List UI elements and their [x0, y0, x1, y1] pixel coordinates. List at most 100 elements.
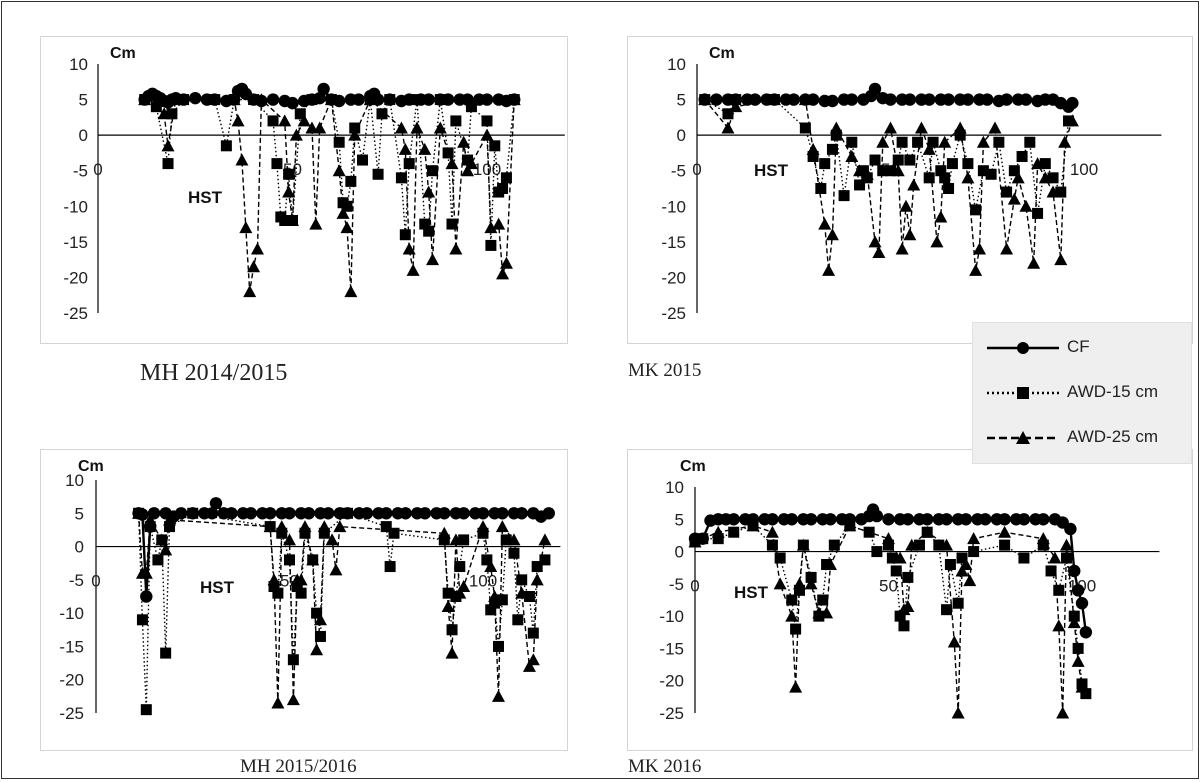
- data-point-awd25: [729, 100, 743, 113]
- data-point-awd25: [895, 242, 909, 255]
- data-point-awd15: [999, 539, 1011, 551]
- y-axis-label: Cm: [680, 458, 706, 475]
- legend-awd15-line-icon: [987, 387, 1059, 399]
- data-point-awd25: [967, 532, 981, 545]
- data-point-awd15: [485, 239, 497, 251]
- data-point-awd25: [922, 142, 936, 155]
- data-point-awd15: [954, 129, 966, 141]
- data-point-awd25: [476, 520, 490, 533]
- data-point-cf: [1071, 584, 1085, 597]
- data-point-awd25: [1031, 157, 1045, 170]
- data-point-awd15: [968, 546, 980, 558]
- chart-caption-3: MH 2015/2016: [240, 756, 357, 777]
- data-point-awd25: [882, 532, 895, 545]
- data-point-awd15: [941, 604, 953, 616]
- data-point-awd25: [969, 263, 983, 276]
- data-point-awd15: [349, 122, 361, 134]
- data-point-awd25: [538, 533, 552, 546]
- data-point-awd25: [491, 689, 505, 702]
- data-point-cf: [1075, 597, 1089, 610]
- data-point-awd15: [1055, 186, 1067, 198]
- data-point-awd15: [952, 597, 964, 609]
- data-point-awd15: [136, 614, 148, 626]
- data-point-awd25: [306, 553, 320, 566]
- data-point-awd25: [901, 599, 915, 612]
- x-tick-label: 0: [91, 572, 100, 591]
- data-point-awd25: [247, 260, 261, 273]
- data-point-awd25: [294, 573, 308, 586]
- y-tick-label: -15: [59, 637, 84, 656]
- data-point-awd15: [283, 168, 295, 180]
- legend-label-awd25: AWD-25 cm: [1067, 427, 1158, 446]
- data-point-awd25: [947, 635, 961, 648]
- data-point-awd25: [1056, 706, 1070, 719]
- data-point-awd15: [892, 154, 904, 166]
- data-point-awd15: [923, 172, 935, 184]
- data-point-awd15: [933, 539, 945, 551]
- y-axis-label: Cm: [110, 45, 136, 62]
- data-point-awd25: [507, 533, 521, 546]
- data-point-awd25: [418, 142, 432, 155]
- data-point-awd25: [495, 520, 509, 533]
- data-point-awd25: [785, 609, 799, 622]
- data-point-awd15: [962, 158, 974, 170]
- data-point-awd15: [140, 704, 152, 716]
- data-point-awd25: [406, 263, 420, 276]
- legend-label-cf: CF: [1067, 337, 1090, 356]
- data-point-awd25: [263, 520, 277, 533]
- data-point-awd25: [336, 206, 350, 219]
- data-point-awd15: [372, 168, 384, 180]
- data-point-awd25: [773, 577, 787, 590]
- data-point-awd15: [728, 526, 740, 538]
- data-point-cf: [209, 497, 223, 510]
- data-point-awd15: [854, 179, 866, 191]
- data-point-cf: [804, 513, 818, 526]
- data-point-awd15: [902, 571, 914, 583]
- data-point-awd15: [384, 561, 396, 573]
- data-point-awd25: [324, 93, 338, 106]
- data-point-awd15: [268, 581, 280, 593]
- data-point-awd25: [461, 164, 475, 177]
- data-point-awd15: [220, 140, 232, 152]
- data-point-cf: [1064, 522, 1077, 536]
- y-tick-label: 5: [677, 91, 686, 110]
- data-point-awd15: [267, 115, 279, 127]
- y-tick-label: 10: [665, 478, 684, 497]
- data-point-cf: [766, 513, 779, 526]
- data-point-cf: [826, 94, 839, 108]
- data-point-awd15: [766, 539, 778, 551]
- y-tick-label: 0: [675, 543, 684, 562]
- data-point-awd25: [139, 566, 153, 579]
- data-point-awd15: [799, 122, 811, 134]
- data-point-awd25: [1038, 171, 1052, 184]
- data-point-awd25: [348, 128, 362, 141]
- data-point-awd15: [395, 172, 407, 184]
- chart-caption-4: MK 2016: [628, 756, 702, 777]
- legend-item-cf: CF: [983, 333, 1188, 363]
- data-point-awd25: [688, 535, 702, 548]
- data-point-awd15: [821, 558, 833, 570]
- data-point-awd25: [340, 221, 354, 234]
- data-point-awd25: [1075, 680, 1089, 693]
- data-point-awd25: [822, 263, 836, 276]
- data-point-awd15: [403, 158, 415, 170]
- data-point-cf: [380, 507, 393, 520]
- data-point-awd15: [730, 94, 742, 106]
- data-point-awd25: [905, 538, 919, 551]
- y-axis-label: Cm: [78, 458, 104, 475]
- data-point-cf: [959, 513, 973, 526]
- data-point-awd15: [904, 154, 916, 166]
- chart-panel-3: [40, 449, 568, 751]
- data-point-cf: [302, 507, 316, 520]
- data-point-awd25: [289, 128, 303, 141]
- data-point-awd25: [445, 157, 459, 170]
- data-point-awd25: [480, 128, 494, 141]
- y-tick-label: 5: [79, 91, 88, 110]
- data-point-awd25: [484, 560, 498, 573]
- y-tick-label: -20: [59, 671, 84, 690]
- data-point-awd15: [485, 604, 497, 616]
- data-point-awd25: [282, 185, 296, 198]
- data-point-awd25: [765, 525, 779, 538]
